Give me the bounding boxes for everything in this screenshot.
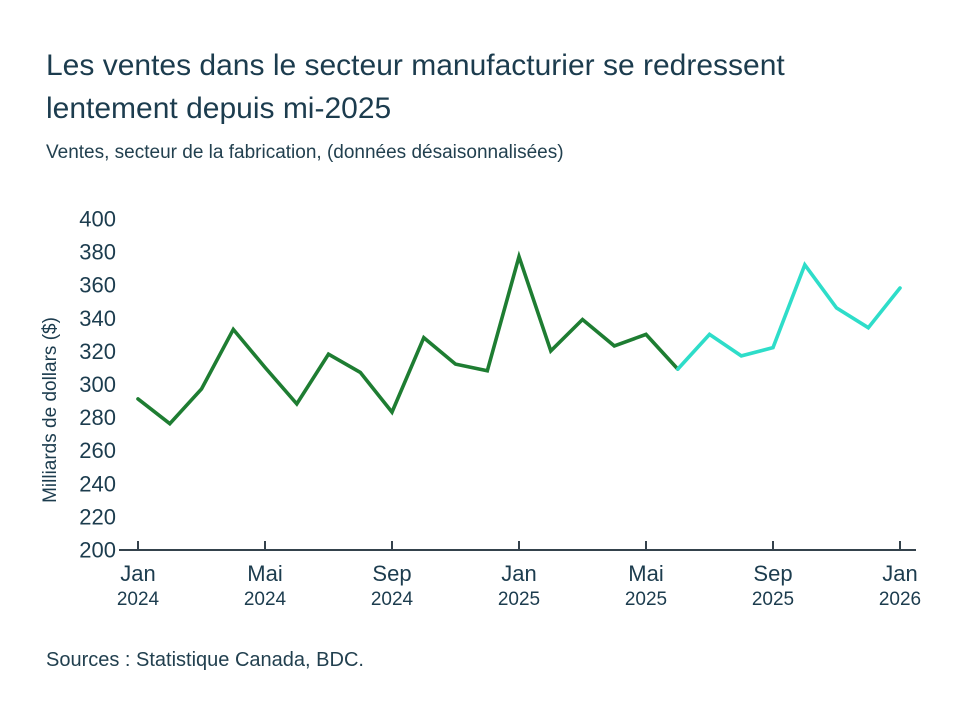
sales-line-segment [136, 250, 680, 427]
x-tick-year-label: 2026 [879, 589, 921, 610]
x-tick-month-label: Jan [120, 561, 155, 586]
chart-subtitle: Ventes, secteur de la fabrication, (donn… [46, 142, 564, 163]
x-tick-year-label: 2024 [371, 589, 414, 610]
y-tick-label: 280 [79, 405, 116, 430]
y-tick-label: 240 [79, 471, 116, 496]
y-tick-label: 340 [79, 306, 116, 331]
x-tick-month-label: Mai [247, 561, 282, 586]
x-tick-year-label: 2025 [625, 589, 667, 610]
y-tick-label: 400 [79, 207, 116, 232]
y-tick-label: 380 [79, 240, 116, 265]
x-tick-month-label: Sep [372, 561, 411, 586]
x-tick-month-label: Mai [628, 561, 663, 586]
y-tick-label: 360 [79, 273, 116, 298]
y-tick-label: 320 [79, 339, 116, 364]
source-note: Sources : Statistique Canada, BDC. [46, 649, 364, 671]
x-tick-month-label: Jan [501, 561, 536, 586]
sales-line-segment [675, 261, 902, 371]
x-tick-month-label: Sep [753, 561, 792, 586]
y-axis-title: Milliards de dollars ($) [40, 317, 61, 503]
x-tick-year-label: 2025 [752, 589, 794, 610]
y-tick-label: 220 [79, 504, 116, 529]
x-tick-year-label: 2025 [498, 589, 540, 610]
x-tick-month-label: Jan [882, 561, 917, 586]
y-tick-label: 260 [79, 438, 116, 463]
y-tick-label: 300 [79, 372, 116, 397]
x-tick-year-label: 2024 [117, 589, 160, 610]
chart-title: Les ventes dans le secteur manufacturier… [46, 49, 785, 125]
y-tick-label: 200 [79, 538, 116, 563]
x-tick-year-label: 2024 [244, 589, 287, 610]
